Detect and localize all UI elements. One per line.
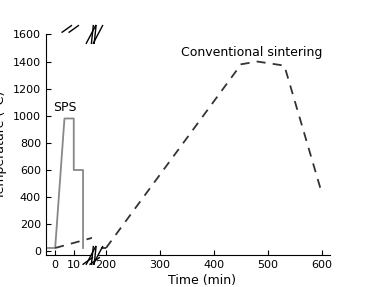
Y-axis label: Temperature (°C): Temperature (°C) [0,91,7,199]
Text: Time (min): Time (min) [168,274,236,287]
Text: Conventional sintering: Conventional sintering [181,46,323,59]
Text: SPS: SPS [53,101,76,115]
